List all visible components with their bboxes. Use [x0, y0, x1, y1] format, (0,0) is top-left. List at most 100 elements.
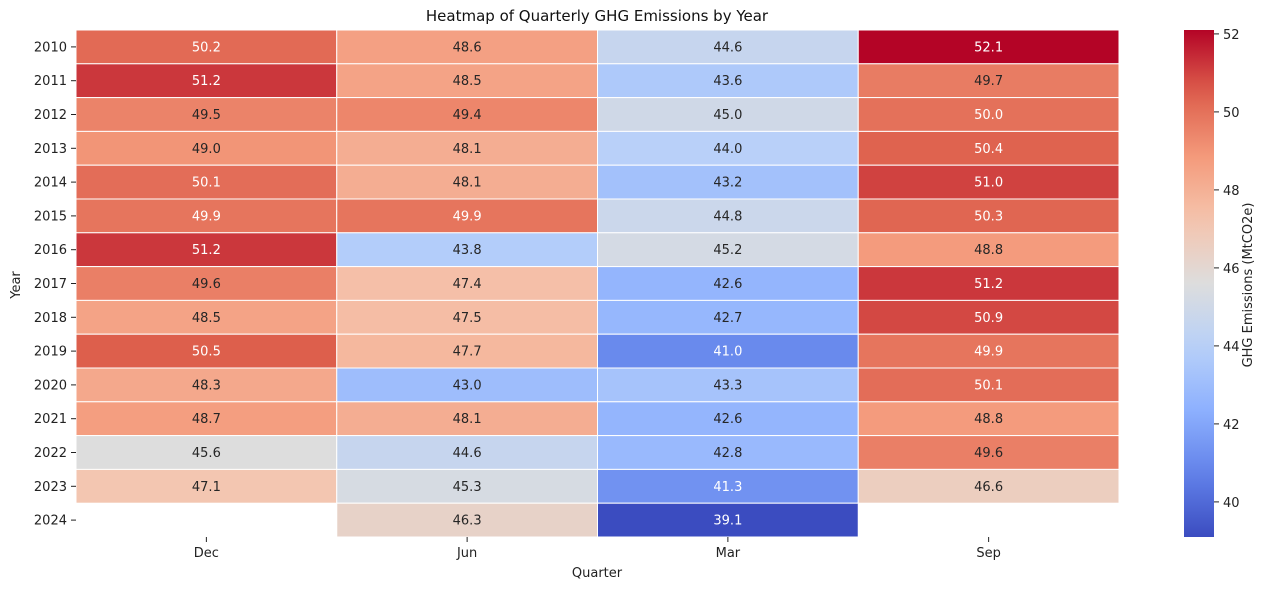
heatmap-cell — [597, 198, 859, 234]
heatmap-cell — [857, 367, 1120, 403]
heatmap-cell — [75, 333, 338, 369]
heatmap-cell — [597, 367, 859, 403]
heatmap-cells: 50.2 48.6 44.6 52.1 51.2 48.5 43.6 49.7 49.5 49.4… — [75, 29, 1120, 538]
heatmap-cell — [336, 198, 598, 234]
heatmap-cell — [857, 97, 1120, 132]
cell-value-label: 50.5 — [192, 345, 221, 360]
cell-value-label: 47.1 — [192, 480, 221, 495]
colorbar-tick-label: 46 — [1223, 262, 1240, 277]
heatmap-cell — [857, 333, 1120, 369]
cell-value-label: 45.6 — [192, 446, 221, 461]
x-tick-label: Dec — [194, 546, 219, 561]
heatmap-cell — [597, 164, 859, 200]
cell-value-label: 49.6 — [192, 277, 221, 292]
cell-value-label: 51.0 — [974, 176, 1003, 191]
cell-value-label: 47.5 — [453, 311, 482, 326]
cell-value-label: 48.1 — [453, 412, 482, 427]
heatmap-cell — [857, 63, 1120, 99]
x-tick-label: Sep — [976, 546, 1001, 561]
heatmap-cell — [75, 29, 338, 65]
heatmap-cell — [857, 29, 1120, 65]
cell-value-label: 48.1 — [453, 142, 482, 157]
heatmap-cell — [857, 468, 1120, 504]
colorbar-tick-label: 44 — [1223, 340, 1240, 355]
y-axis: 2010 2011 2012 2013 2014 2015 2016 2017 2018 2019… — [34, 40, 76, 529]
x-tick-label: Jun — [456, 546, 477, 561]
cell-value-label: 44.6 — [453, 446, 482, 461]
cell-value-label: 41.0 — [713, 345, 742, 360]
cell-value-label: 50.1 — [192, 176, 221, 191]
colorbar-tick-label: 40 — [1223, 496, 1240, 511]
heatmap-cell — [857, 198, 1120, 234]
heatmap-cell — [75, 232, 338, 268]
cell-value-label: 46.6 — [974, 480, 1003, 495]
cell-value-label: 45.3 — [453, 480, 482, 495]
cell-value-label: 44.8 — [713, 209, 742, 224]
cell-value-label: 42.8 — [713, 446, 742, 461]
y-tick-label: 2024 — [34, 514, 67, 529]
cell-value-label: 51.2 — [974, 277, 1003, 292]
cell-value-label: 41.3 — [713, 480, 742, 495]
heatmap-cell — [857, 401, 1120, 437]
heatmap-cell — [597, 333, 859, 369]
heatmap-cell — [597, 266, 859, 301]
cell-value-label: 49.9 — [974, 345, 1003, 360]
heatmap-cell — [336, 29, 598, 65]
y-tick-label: 2012 — [34, 108, 67, 123]
cell-value-label: 42.6 — [713, 277, 742, 292]
cell-value-label: 42.6 — [713, 412, 742, 427]
heatmap-cell — [75, 401, 338, 437]
colorbar-tick-label: 52 — [1223, 28, 1240, 43]
y-tick-label: 2016 — [34, 243, 67, 258]
colorbar: 40 42 44 46 48 50 52 — [1184, 28, 1240, 537]
cell-value-label: 49.9 — [192, 209, 221, 224]
cell-value-label: 48.8 — [974, 243, 1003, 258]
y-tick-label: 2014 — [34, 176, 67, 191]
y-tick-label: 2023 — [34, 480, 67, 495]
cell-value-label: 52.1 — [974, 40, 1003, 55]
cell-value-label: 50.0 — [974, 108, 1003, 123]
cell-value-label: 49.4 — [453, 108, 482, 123]
y-tick-label: 2020 — [34, 378, 67, 393]
cell-value-label: 49.9 — [453, 209, 482, 224]
heatmap-cell — [75, 198, 338, 234]
cell-value-label: 50.4 — [974, 142, 1003, 157]
cell-value-label: 43.6 — [713, 74, 742, 89]
heatmap-cell — [336, 367, 598, 403]
y-tick-label: 2021 — [34, 412, 67, 427]
colorbar-tick-label: 50 — [1223, 106, 1240, 121]
heatmap-cell — [336, 97, 598, 132]
heatmap-cell — [336, 435, 598, 470]
heatmap-cell — [597, 468, 859, 504]
heatmap-cell — [336, 468, 598, 504]
heatmap-cell — [857, 232, 1120, 268]
x-axis-title: Quarter — [572, 566, 623, 581]
heatmap-cell — [336, 401, 598, 437]
heatmap-cell — [857, 299, 1120, 335]
y-tick-label: 2013 — [34, 142, 67, 157]
colorbar-title: GHG Emissions (MtCO2e) — [1241, 203, 1256, 368]
cell-value-label: 50.2 — [192, 40, 221, 55]
heatmap-cell — [75, 266, 338, 301]
y-tick-label: 2010 — [34, 40, 67, 55]
cell-value-label: 51.2 — [192, 243, 221, 258]
cell-value-label: 43.8 — [453, 243, 482, 258]
cell-value-label: 48.5 — [192, 311, 221, 326]
cell-value-label: 48.3 — [192, 378, 221, 393]
heatmap-cell — [597, 29, 859, 65]
heatmap-cell — [857, 435, 1120, 470]
cell-value-label: 48.8 — [974, 412, 1003, 427]
cell-value-label: 43.0 — [453, 378, 482, 393]
heatmap-cell — [75, 435, 338, 470]
y-tick-label: 2017 — [34, 277, 67, 292]
cell-value-label: 48.6 — [453, 40, 482, 55]
cell-value-label: 47.7 — [453, 345, 482, 360]
cell-value-label: 47.4 — [453, 277, 482, 292]
cell-value-label: 42.7 — [713, 311, 742, 326]
colorbar-tick-label: 48 — [1223, 184, 1240, 199]
heatmap-cell — [597, 401, 859, 437]
cell-value-label: 49.0 — [192, 142, 221, 157]
colorbar-gradient — [1184, 30, 1214, 537]
y-tick-label: 2018 — [34, 311, 67, 326]
